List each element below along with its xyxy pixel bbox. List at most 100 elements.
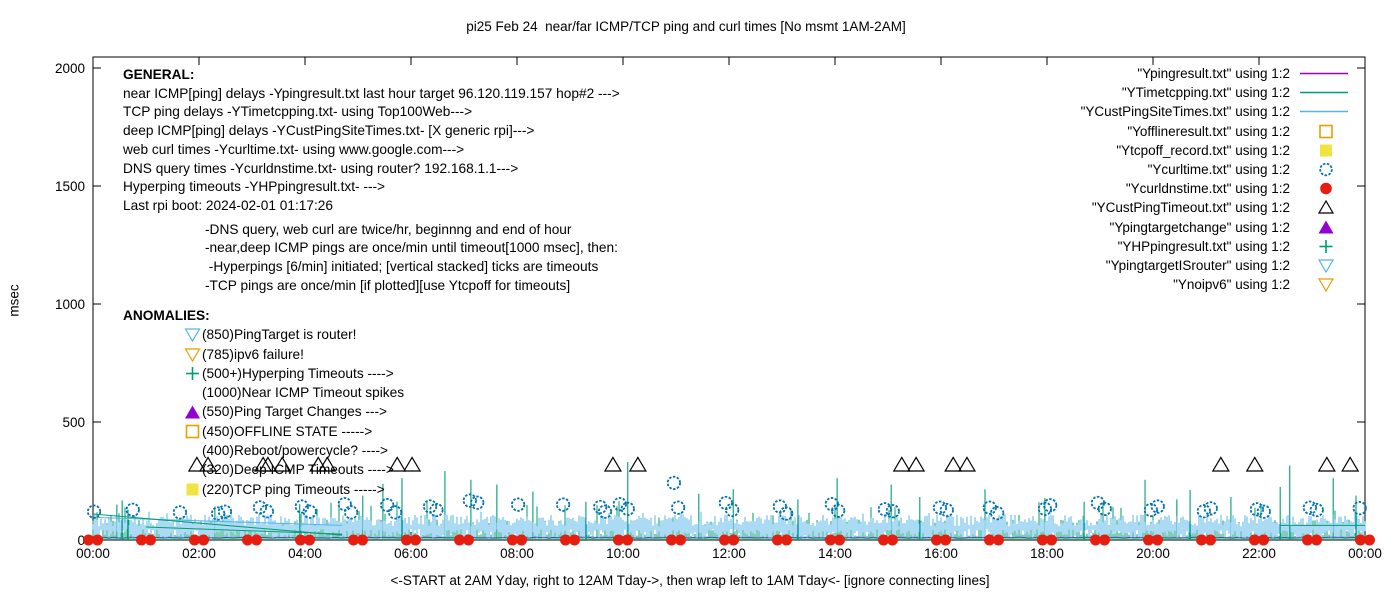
legend-entry: "Ypingtargetchange" using 1:2 — [1081, 218, 1354, 237]
x-tick-label: 00:00 — [1348, 546, 1382, 561]
curl-point — [337, 497, 352, 512]
curl-point — [939, 502, 954, 518]
curl-point — [593, 499, 608, 515]
tri-down-open-bullet-icon — [184, 348, 201, 362]
dns-point — [251, 534, 262, 546]
dns-point — [1364, 534, 1375, 546]
skyblue-noise — [92, 511, 1366, 539]
dns-point — [1205, 534, 1216, 546]
x-tick-label: 16:00 — [924, 546, 958, 561]
dns-point — [401, 534, 412, 546]
anomaly-item: (450)OFFLINE STATE -----> — [184, 422, 404, 441]
square-open-icon — [1319, 124, 1333, 138]
general-line: -TCP pings are once/min [if plotted][use… — [205, 277, 571, 293]
dns-point — [1196, 534, 1207, 546]
dns-point — [1143, 534, 1154, 546]
general-line: DNS query times -Ycurldnstime.txt- using… — [123, 160, 519, 176]
timeout-triangle — [628, 456, 647, 472]
curl-point — [259, 504, 274, 519]
series-ycurltime-txt — [86, 475, 1367, 521]
x-tick-label: 02:00 — [182, 546, 216, 561]
dns-point — [993, 534, 1004, 546]
circle-filled-icon — [1320, 182, 1332, 195]
tri-down-open-icon — [184, 348, 201, 362]
timeout-triangle — [403, 456, 422, 472]
dns-point — [569, 534, 580, 546]
legend-entry: "Ynoipv6" using 1:2 — [1081, 275, 1354, 294]
dns-point — [887, 534, 898, 546]
series-ycustpingtimeout-txt — [187, 456, 1360, 472]
dns-point — [719, 534, 730, 546]
curl-point — [1249, 502, 1264, 517]
timeout-triangle — [603, 456, 622, 472]
timeout-triangle — [309, 456, 328, 472]
anomalies-notes: ANOMALIES: (850)PingTarget is router! (78… — [123, 306, 404, 499]
legend-label: "Yofflineresult.txt" using 1:2 — [1127, 123, 1290, 139]
square-filled-legend-icon — [1320, 144, 1332, 157]
timeout-triangle — [944, 456, 963, 472]
timeout-triangle — [187, 456, 206, 472]
dns-point — [348, 534, 359, 546]
dns-point — [295, 534, 306, 546]
curl-point — [1203, 501, 1218, 516]
legend-entry: "YTimetcpping.txt" using 1:2 — [1081, 83, 1354, 102]
curl-point — [1196, 504, 1211, 519]
dns-point — [410, 534, 421, 546]
anomaly-item: (400)Reboot/powercycle? ----> — [184, 441, 404, 460]
curl-point — [210, 506, 226, 521]
dns-point — [242, 534, 253, 546]
anomaly-text: (850)PingTarget is router! — [202, 327, 357, 343]
curl-point — [556, 497, 571, 512]
general-line: web curl times -Ycurltime.txt- using www… — [123, 141, 465, 157]
series-ycustpingsitetimes-txt — [92, 511, 1366, 539]
circle-open-legend-icon — [1319, 162, 1333, 177]
curl-point — [597, 504, 613, 519]
series-ycurldnstime-txt — [83, 534, 1375, 546]
anomaly-text: (320)Deep ICMP Timeouts ----> — [202, 462, 394, 478]
curl-point — [1043, 498, 1058, 513]
dns-point — [666, 534, 677, 546]
legend-entry: "YHPpingresult.txt" using 1:2 — [1081, 237, 1354, 256]
legend-entry: "Ycurldnstime.txt" using 1:2 — [1081, 179, 1354, 198]
legend-label: "Ycurldnstime.txt" using 1:2 — [1125, 181, 1290, 197]
square-filled-bullet-icon — [186, 483, 199, 496]
curl-point — [982, 500, 997, 515]
plus-legend-icon — [1319, 239, 1333, 253]
dns-point — [304, 534, 315, 546]
no-icon — [184, 384, 201, 401]
timeout-triangle — [1245, 456, 1264, 472]
general-line: Last rpi boot: 2024-02-01 01:17:26 — [123, 197, 334, 213]
legend-entry: "YpingtargetISrouter" using 1:2 — [1081, 256, 1354, 275]
dns-point — [145, 534, 156, 546]
x-tick-label: 00:00 — [76, 546, 110, 561]
x-tick-label: 14:00 — [818, 546, 852, 561]
anomaly-text: (220)TCP ping Timeouts -----> — [202, 481, 385, 497]
triangle-open-icon — [1317, 200, 1335, 215]
curl-point — [779, 506, 794, 521]
timeout-triangle — [318, 456, 337, 472]
y-tick-label: 0 — [77, 533, 85, 548]
timeout-triangle — [1341, 456, 1360, 472]
legend: "Ypingresult.txt" using 1:2 "YTimetcpping… — [1081, 64, 1354, 294]
x-axis-label: <-START at 2AM Yday, right to 12AM Tday-… — [390, 573, 990, 588]
line-legend-icon — [1300, 111, 1348, 113]
triangle-open-legend-icon — [1317, 200, 1335, 215]
dns-point — [1099, 534, 1110, 546]
dns-point — [516, 534, 527, 546]
line-legend-icon — [1300, 91, 1348, 94]
curl-point — [885, 504, 900, 519]
anomalies-items: (850)PingTarget is router! (785)ipv6 fail… — [184, 325, 404, 499]
no-icon — [184, 462, 201, 479]
dns-point — [560, 534, 571, 546]
chart-title: pi25 Feb 24 near/far ICMP/TCP ping and c… — [466, 19, 906, 34]
curl-point — [877, 502, 892, 517]
tri-down-open-legend-icon — [1317, 259, 1335, 273]
dns-point — [878, 534, 889, 546]
curl-point — [217, 504, 233, 519]
curl-point — [125, 502, 140, 517]
x-tick-label: 08:00 — [500, 546, 534, 561]
tri-down-open-icon — [184, 328, 201, 343]
curl-point — [302, 504, 317, 519]
dns-point — [357, 534, 368, 546]
dns-point — [83, 534, 94, 546]
